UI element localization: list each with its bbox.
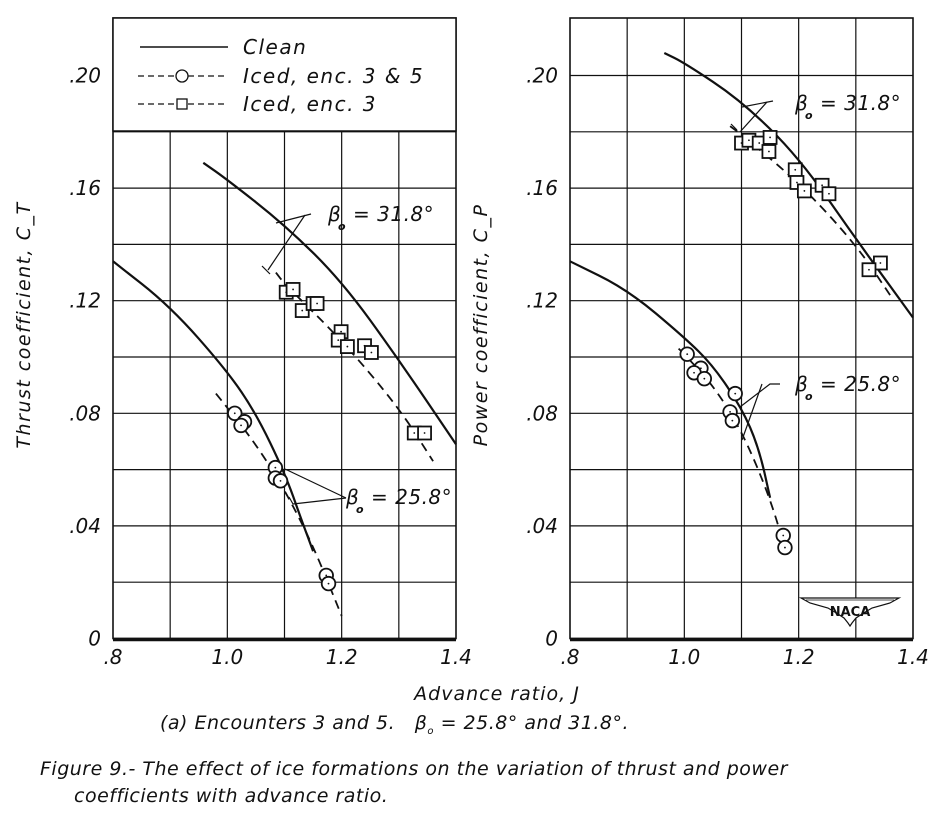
marker-center-dot (734, 392, 737, 395)
marker-center-dot (327, 582, 330, 585)
annotation-right-25-8: β o = 25.8° (739, 372, 901, 441)
marker-center-dot (768, 150, 770, 153)
iced-curve (275, 272, 434, 462)
marker-center-dot (784, 546, 786, 549)
marker-center-dot (769, 136, 771, 139)
marker-center-dot (413, 432, 416, 434)
annotation-left-31-8: β o = 31.8° (261, 202, 434, 275)
naca-wing-logo: NACA (798, 597, 902, 628)
y-tick-label: 0 (545, 627, 558, 651)
marker-center-dot (729, 410, 731, 413)
annotation-value: = 31.8° (353, 202, 434, 226)
y-tick-label: .08 (69, 401, 101, 425)
marker-center-dot (325, 574, 328, 577)
iced-curve (729, 125, 891, 296)
marker-center-dot (821, 184, 824, 187)
x-tick-label: 1.2 (326, 645, 358, 669)
x-tick-label: .8 (560, 645, 579, 669)
beta-symbol: β (327, 202, 341, 226)
y-tick-label: .12 (526, 289, 558, 313)
marker-center-dot (423, 432, 426, 434)
x-tick-label: 1.2 (783, 645, 815, 669)
marker-center-dot (868, 268, 870, 271)
legend: Clean Iced, enc. 3 & 5 Iced, enc. 3 (112, 17, 457, 132)
clean-curve (569, 260, 772, 499)
y-tick-label: .16 (69, 176, 101, 200)
clean-curve (112, 260, 315, 552)
x-tick-label: 1.4 (440, 645, 472, 669)
y-tick-label: .20 (69, 64, 101, 88)
iced-curve (215, 393, 343, 617)
marker-center-dot (346, 345, 349, 348)
marker-center-dot (686, 353, 689, 356)
beta-subscript: o (338, 220, 346, 233)
marker-center-dot (828, 192, 830, 195)
subcaption-beta-sub: o (427, 725, 435, 737)
legend-label-iced-3-5: Iced, enc. 3 & 5 (243, 64, 424, 88)
annotation-value: = 25.8° (371, 485, 452, 509)
y-axis-title-thrust: Thrust coefficient, C_T (13, 201, 35, 448)
marker-center-dot (794, 168, 797, 171)
beta-subscript: o (805, 390, 813, 403)
x-tick-label: 1.0 (668, 645, 700, 669)
clean-curve (202, 161, 457, 445)
x-axis-title: Advance ratio, J (412, 683, 580, 705)
y-tick-label: .20 (526, 64, 558, 88)
marker-center-dot (340, 330, 342, 333)
annotation-value: = 31.8° (820, 91, 901, 115)
x-tick-label: 1.0 (211, 645, 243, 669)
marker-center-dot (748, 139, 750, 142)
legend-circle-line-icon (138, 69, 228, 83)
y-tick-label: .04 (526, 514, 558, 538)
figure-caption-line-1: Figure 9.- The effect of ice formations … (40, 758, 788, 780)
marker-center-dot (279, 479, 282, 482)
marker-center-dot (233, 412, 236, 415)
power-coefficient-plot: 0 .04 .08 .12 .16 .20 .8 1.0 1.2 1.4 (526, 17, 929, 669)
y-axis-title-power: Power coefficient, C_P (470, 204, 492, 447)
beta-subscript: o (356, 503, 364, 516)
legend-label-iced-3: Iced, enc. 3 (243, 92, 377, 116)
marker-center-dot (292, 288, 294, 291)
beta-symbol: β (794, 372, 808, 396)
subcaption-prefix: (a) Encounters 3 and 5. (160, 712, 396, 734)
annotation-value: = 25.8° (820, 372, 901, 396)
figure-caption-line-2: coefficients with advance ratio. (74, 785, 389, 807)
legend-square-line-icon (138, 98, 228, 110)
beta-symbol: β (794, 91, 808, 115)
marker-center-dot (337, 339, 340, 342)
marker-center-dot (274, 466, 277, 469)
annotation-right-31-8: β o = 31.8° (730, 91, 901, 133)
naca-logo-text: NACA (830, 605, 871, 620)
beta-symbol: β (345, 485, 359, 509)
x-tick-label: .8 (103, 645, 122, 669)
beta-subscript: o (805, 109, 813, 122)
marker-center-dot (782, 534, 785, 537)
clean-curve (663, 52, 914, 319)
marker-center-dot (731, 419, 734, 422)
thrust-coefficient-plot: 0 .04 .08 .12 .16 .20 .8 1.0 1.2 1.4 (69, 17, 472, 669)
y-tick-label: .16 (526, 176, 558, 200)
subcaption-beta: β (414, 712, 428, 734)
subcaption: (a) Encounters 3 and 5. βo = 25.8° and 3… (160, 712, 629, 737)
x-tick-label: 1.4 (897, 645, 929, 669)
marker-center-dot (758, 142, 761, 144)
y-tick-label: 0 (88, 627, 101, 651)
marker-center-dot (879, 262, 882, 264)
marker-center-dot (370, 351, 373, 354)
marker-center-dot (693, 371, 695, 374)
marker-center-dot (796, 181, 798, 184)
y-tick-label: .08 (526, 401, 558, 425)
y-tick-label: .04 (69, 514, 101, 538)
marker-center-dot (803, 190, 806, 192)
annotation-left-25-8: β o = 25.8° (284, 468, 452, 516)
marker-center-dot (240, 424, 242, 427)
marker-center-dot (301, 309, 304, 312)
y-tick-label: .12 (69, 289, 101, 313)
marker-center-dot (316, 302, 318, 305)
subcaption-suffix: = 25.8° and 31.8°. (440, 712, 630, 734)
legend-label-clean: Clean (243, 35, 307, 59)
marker-center-dot (703, 377, 706, 380)
